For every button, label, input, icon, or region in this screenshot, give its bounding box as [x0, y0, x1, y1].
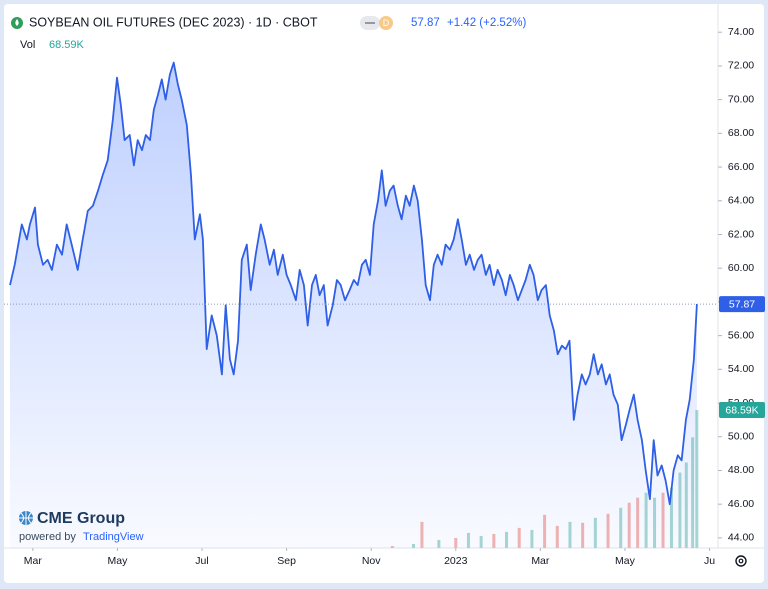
- chart-title: SOYBEAN OIL FUTURES (DEC 2023) · 1D · CB…: [29, 15, 318, 29]
- y-tick-label: 56.00: [728, 329, 754, 341]
- area-fill: [10, 62, 697, 548]
- y-tick-label: 66.00: [728, 161, 754, 173]
- x-tick-label: Sep: [277, 555, 296, 567]
- last-price-tag: [719, 296, 765, 313]
- y-tick-label: 64.00: [728, 195, 754, 207]
- last-price-tag-label: 57.87: [729, 298, 755, 310]
- plot: [4, 61, 718, 548]
- y-tick-label: 50.00: [728, 431, 754, 443]
- x-tick-label: Jul: [195, 555, 208, 567]
- y-tick-label: 62.00: [728, 228, 754, 240]
- last-price: 57.87: [411, 17, 440, 29]
- y-tick-label: 60.00: [728, 262, 754, 274]
- x-tick-label: Mar: [24, 555, 43, 567]
- x-tick-label: Mar: [531, 555, 550, 567]
- x-tick-label: 2023: [444, 555, 468, 567]
- x-tick-label: Nov: [362, 555, 381, 567]
- price-change: +1.42 (+2.52%): [447, 17, 526, 29]
- badge: D: [383, 18, 390, 28]
- volume-tag-label: 68.59K: [725, 404, 758, 416]
- y-tick-label: 48.00: [728, 464, 754, 476]
- y-tick-label: 44.00: [728, 532, 754, 544]
- y-tick-label: 68.00: [728, 127, 754, 139]
- y-tick-label: 54.00: [728, 363, 754, 375]
- symbol-icon-drop: [15, 19, 19, 26]
- x-tick-label: Ju: [704, 555, 715, 567]
- volume-name: Vol: [20, 39, 35, 51]
- y-tick-label: 46.00: [728, 498, 754, 510]
- logo-globe-lines: [19, 511, 33, 525]
- y-tick-label: 72.00: [728, 60, 754, 72]
- volume-last: 68.59K: [49, 39, 85, 51]
- badge-circle: [379, 16, 393, 30]
- price-line: [9, 61, 698, 506]
- logo-powered-by: powered by: [19, 531, 76, 543]
- y-tick-label: 74.00: [728, 26, 754, 38]
- logo-brand: CME Group: [37, 510, 125, 527]
- settings-icon-center: [738, 558, 744, 564]
- settings-icon[interactable]: [735, 555, 747, 567]
- volume-tag: [719, 401, 765, 418]
- x-tick-label: May: [108, 555, 129, 567]
- logo-provider: TradingView: [83, 531, 144, 543]
- y-tick-label: 70.00: [728, 93, 754, 105]
- x-tick-label: May: [615, 555, 636, 567]
